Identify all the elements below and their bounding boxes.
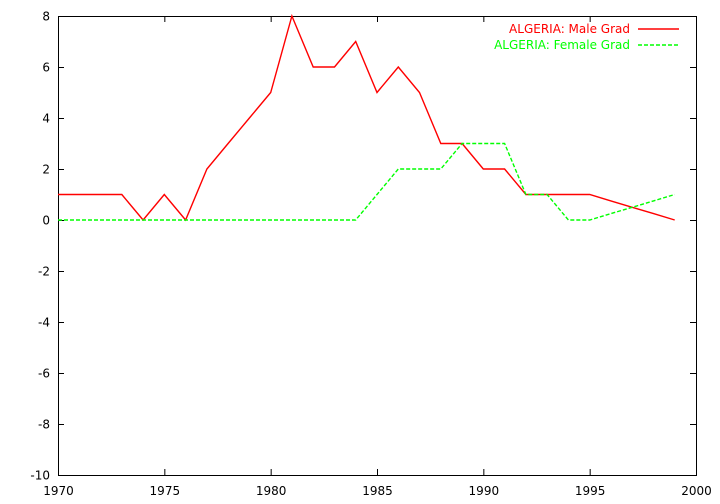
tick-marks — [58, 16, 697, 476]
y-tick-label: -4 — [38, 316, 50, 330]
y-tick-label: -6 — [38, 367, 50, 381]
y-tick-label: 6 — [42, 61, 50, 75]
legend-label: ALGERIA: Female Grad — [494, 38, 630, 52]
series-lines — [58, 13, 675, 222]
y-tick-label: 0 — [42, 214, 50, 228]
x-tick-label: 2000 — [681, 484, 712, 498]
x-tick-label: 1985 — [362, 484, 393, 498]
plot-frame — [58, 16, 697, 476]
x-tick-label: 1980 — [256, 484, 287, 498]
x-tick-label: 1975 — [150, 484, 181, 498]
y-tick-label: -10 — [30, 469, 50, 483]
series-line-male-grad — [58, 13, 675, 222]
y-tick-label: 8 — [42, 10, 50, 24]
y-tick-label: -8 — [38, 418, 50, 432]
series-line-female-grad — [58, 142, 675, 221]
legend: ALGERIA: Male Grad ALGERIA: Female Grad — [494, 22, 679, 52]
x-tick-label: 1990 — [469, 484, 500, 498]
x-tick-label: 1995 — [575, 484, 606, 498]
y-tick-label: 2 — [42, 163, 50, 177]
y-tick-label: 4 — [42, 112, 50, 126]
tick-labels: 1970 1975 1980 1985 1990 1995 2000 -10 -8 -6 -4 -2 0… — [30, 10, 711, 499]
x-tick-label: 1970 — [43, 484, 74, 498]
y-tick-label: -2 — [38, 265, 50, 279]
legend-label: ALGERIA: Male Grad — [509, 22, 630, 36]
